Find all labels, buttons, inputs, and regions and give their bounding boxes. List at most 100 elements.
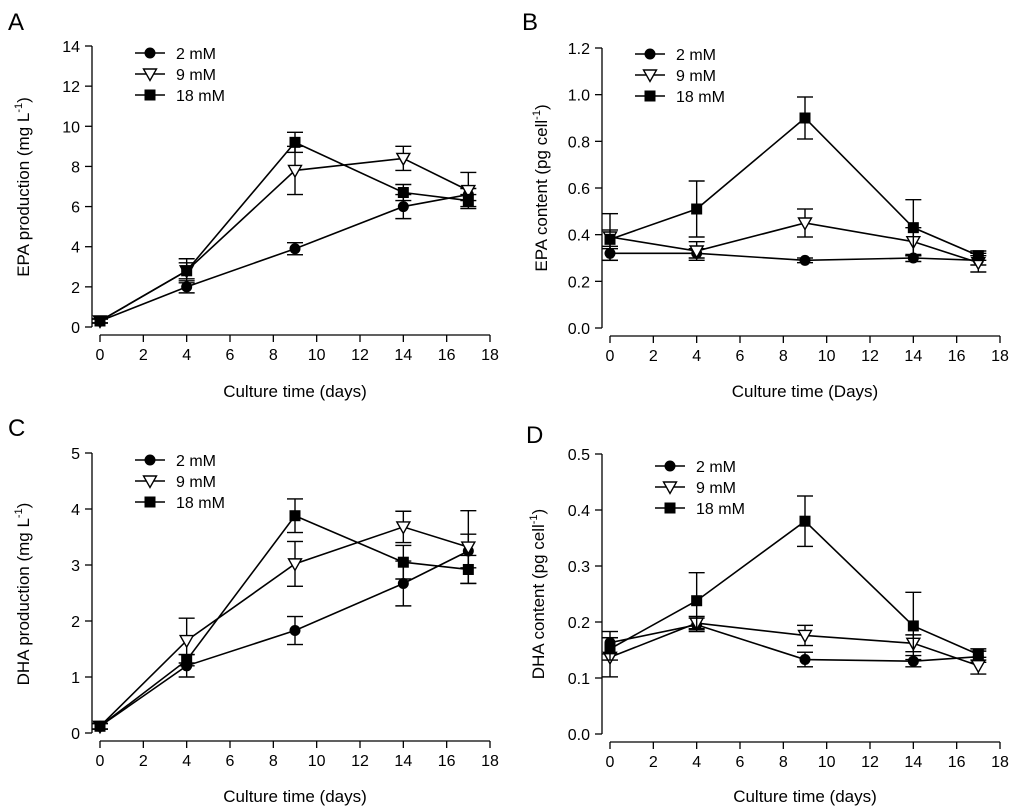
panel-b-plot-area: [602, 96, 987, 273]
x-tick-label: 12: [351, 753, 369, 770]
legend-item-9-mm: 9 mM: [635, 68, 716, 85]
panel-letter-c: C: [8, 415, 25, 442]
y-tick-label: 0.5: [568, 447, 590, 464]
panel-a-y-axis-label: EPA production (mg L-1): [13, 97, 33, 277]
legend-2-mm-marker-0: [144, 47, 156, 59]
panel-b-axes: 0 2 4 6 8 10 12 14 16 18 0.0 0.2 0.4 0.6 0.8 1.0 1.2: [568, 41, 1009, 365]
y-tick-label: 0.4: [568, 228, 590, 245]
y-tick-label: 12: [62, 79, 80, 96]
series-9-mm-line: [99, 526, 469, 727]
x-tick-label: 8: [779, 754, 788, 771]
x-tick-label: 6: [226, 753, 235, 770]
legend-label: 9 mM: [676, 68, 716, 85]
series-18-mm-marker-2: [799, 515, 811, 527]
series-18-mm-marker-1: [181, 265, 193, 277]
x-tick-label: 12: [861, 348, 879, 365]
x-tick-label: 4: [692, 348, 701, 365]
y-tick-label: 0.2: [568, 615, 590, 632]
y-tick-label: 0.6: [568, 181, 590, 198]
legend-9-mm-marker-0: [142, 475, 158, 489]
panel-d-axes: 0 2 4 6 8 10 12 14 16 18 0.0 0.1 0.2 0.3 0.4 0.5: [568, 447, 1009, 771]
legend-2-mm-marker-0: [664, 460, 676, 472]
series-18-mm-marker-4: [462, 563, 474, 575]
x-tick-label: 2: [139, 347, 148, 364]
x-tick-label: 6: [736, 348, 745, 365]
series-18-mm: [92, 131, 477, 327]
y-tick-label: 2: [71, 614, 80, 631]
y-tick-label: 0.2: [568, 274, 590, 291]
x-tick-label: 12: [861, 754, 879, 771]
y-tick-label: 8: [71, 159, 80, 176]
series-9-mm-marker-1: [178, 634, 195, 649]
legend-item-2-mm: 2 mM: [135, 46, 216, 63]
panel-c-plot-area: [92, 498, 477, 735]
legend-item-2-mm: 2 mM: [655, 459, 736, 476]
legend-label: 9 mM: [176, 67, 216, 84]
x-tick-label: 6: [226, 347, 235, 364]
series-9-mm-line: [99, 157, 469, 322]
series-9-mm-marker-3: [395, 152, 412, 167]
y-tick-label: 0.8: [568, 134, 590, 151]
series-9-mm-marker-2: [287, 558, 303, 572]
legend-label: 18 mM: [176, 495, 225, 512]
series-18-mm-marker-2: [799, 112, 811, 124]
panel-d-plot-area: [602, 495, 987, 678]
panel-b-y-axis-label: EPA content (pg cell-1): [531, 104, 551, 271]
series-18-mm-marker-3: [397, 556, 409, 568]
legend-18-mm-marker-0: [664, 502, 676, 514]
panel-a: A 0 2 4 6 8 10 12 14 16 18 0 2 4 6 8 10 12 14 Culture tim…: [8, 9, 499, 401]
series-18-mm-line: [99, 514, 469, 727]
panel-b-x-axis-label: Culture time (Days): [732, 382, 878, 401]
x-tick-label: 4: [182, 753, 191, 770]
x-tick-label: 16: [438, 347, 456, 364]
series-9-mm-marker-3: [395, 521, 412, 535]
y-tick-label: 0.0: [568, 321, 590, 338]
series-9-mm: [92, 509, 477, 735]
panel-a-axes: 0 2 4 6 8 10 12 14 16 18 0 2 4 6 8 10 12 14: [62, 39, 499, 364]
legend-label: 18 mM: [176, 88, 225, 105]
y-tick-label: 14: [62, 39, 80, 56]
x-tick-label: 10: [818, 754, 836, 771]
x-tick-label: 16: [948, 348, 966, 365]
panel-b-legend: 2 mM 9 mM 18 mM: [635, 47, 725, 106]
legend-2-mm-marker-0: [644, 48, 656, 60]
series-18-mm-marker-2: [289, 136, 301, 148]
x-tick-label: 8: [269, 753, 278, 770]
x-tick-label: 8: [269, 347, 278, 364]
series-2-mm-marker-2: [289, 243, 301, 255]
y-tick-label: 3: [71, 558, 80, 575]
series-2-mm-line: [99, 193, 469, 322]
legend-label: 2 mM: [696, 459, 736, 476]
x-tick-label: 16: [438, 753, 456, 770]
series-18-mm-marker-0: [94, 720, 106, 732]
series-9-mm-line: [609, 222, 979, 264]
legend-9-mm-marker-0: [662, 481, 678, 495]
y-tick-label: 1.0: [568, 88, 590, 105]
series-2-mm-marker-2: [289, 625, 301, 637]
series-9-mm-marker-4: [970, 659, 987, 674]
y-tick-label: 1.2: [568, 41, 590, 58]
legend-item-18-mm: 18 mM: [135, 495, 225, 512]
x-tick-label: 2: [649, 754, 658, 771]
x-tick-label: 0: [96, 753, 105, 770]
legend-item-18-mm: 18 mM: [635, 89, 725, 106]
legend-item-9-mm: 9 mM: [135, 474, 216, 491]
y-tick-label: 2: [71, 280, 80, 297]
panel-a-legend: 2 mM 9 mM 18 mM: [135, 46, 225, 105]
legend-item-9-mm: 9 mM: [655, 480, 736, 497]
x-tick-label: 12: [351, 347, 369, 364]
series-18-mm-line: [609, 116, 979, 257]
x-tick-label: 0: [606, 754, 615, 771]
x-tick-label: 18: [481, 753, 499, 770]
series-2-mm: [92, 187, 477, 327]
legend-label: 2 mM: [676, 47, 716, 64]
series-9-mm-marker-2: [287, 164, 303, 179]
series-2-mm-line: [610, 252, 979, 262]
x-tick-label: 4: [692, 754, 701, 771]
x-tick-label: 16: [948, 754, 966, 771]
legend-item-18-mm: 18 mM: [655, 501, 745, 518]
panel-b: B 0 2 4 6 8 10 12 14 16 18 0.0 0.2 0.4 0.6 0.8 1.0 1.2 C…: [522, 9, 1009, 401]
